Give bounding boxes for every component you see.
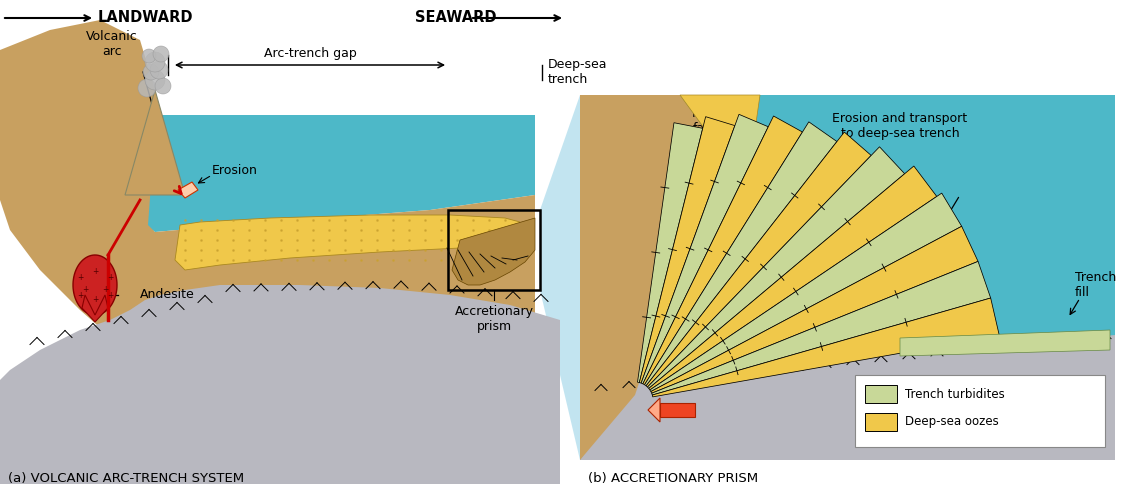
Polygon shape [646,132,871,387]
Circle shape [145,70,165,90]
Polygon shape [651,261,991,395]
Text: Deep-sea oozes: Deep-sea oozes [904,415,999,428]
Text: (a) VOLCANIC ARC-TRENCH SYSTEM: (a) VOLCANIC ARC-TRENCH SYSTEM [8,472,244,484]
Text: +: + [107,291,114,301]
Text: Arc-trench gap: Arc-trench gap [263,47,357,60]
Polygon shape [648,398,660,422]
Polygon shape [650,193,962,392]
Text: (b) ACCRETIONARY PRISM: (b) ACCRETIONARY PRISM [588,472,758,484]
Polygon shape [580,95,1115,460]
Bar [448,210,540,290]
Circle shape [143,64,159,80]
Circle shape [153,46,169,62]
Text: SEAWARD: SEAWARD [415,11,496,26]
Text: Trench turbidites: Trench turbidites [904,388,1005,400]
Polygon shape [648,147,905,389]
Polygon shape [900,330,1110,356]
Polygon shape [645,122,837,386]
Text: +: + [92,296,98,304]
Polygon shape [649,166,937,390]
Circle shape [145,52,165,72]
Polygon shape [178,182,198,198]
Polygon shape [0,304,560,484]
Polygon shape [580,335,1115,460]
Polygon shape [680,95,761,155]
Text: Erosion: Erosion [212,164,258,177]
Polygon shape [540,95,580,460]
Polygon shape [0,20,536,484]
Polygon shape [639,117,735,383]
Polygon shape [452,218,536,285]
Polygon shape [641,114,768,384]
Text: +: + [76,273,83,283]
Bar [855,375,1105,447]
Polygon shape [580,352,1115,460]
Text: Sediment: Sediment [292,238,367,252]
Text: Andesite: Andesite [140,288,195,302]
Polygon shape [580,95,730,460]
Text: Thrust
faults: Thrust faults [690,107,730,135]
Circle shape [142,49,156,63]
Polygon shape [145,115,536,232]
Polygon shape [176,215,520,270]
Bar [865,385,897,403]
Polygon shape [82,295,108,322]
Polygon shape [73,255,117,315]
Text: +: + [102,286,108,294]
Circle shape [138,79,156,97]
Text: Accretionary
prism: Accretionary prism [455,305,533,333]
Text: Volcanic
arc: Volcanic arc [87,30,138,58]
Polygon shape [0,285,560,484]
Text: Trench
fill: Trench fill [1076,271,1116,299]
Polygon shape [660,403,695,417]
Text: +: + [107,273,114,283]
Polygon shape [652,298,999,397]
Text: +: + [82,286,88,294]
Text: LANDWARD: LANDWARD [98,11,194,26]
Text: Deep-sea
trench: Deep-sea trench [548,58,608,86]
Text: +: + [76,291,83,301]
Polygon shape [638,123,703,382]
Text: +: + [92,268,98,276]
Text: Erosion and transport
to deep-sea trench: Erosion and transport to deep-sea trench [832,112,968,140]
Circle shape [155,78,171,94]
Polygon shape [651,227,978,393]
Circle shape [150,61,168,79]
Polygon shape [642,116,802,385]
Bar [865,413,897,431]
Text: Ocean
scraping: Ocean scraping [465,223,522,251]
Polygon shape [125,90,184,195]
